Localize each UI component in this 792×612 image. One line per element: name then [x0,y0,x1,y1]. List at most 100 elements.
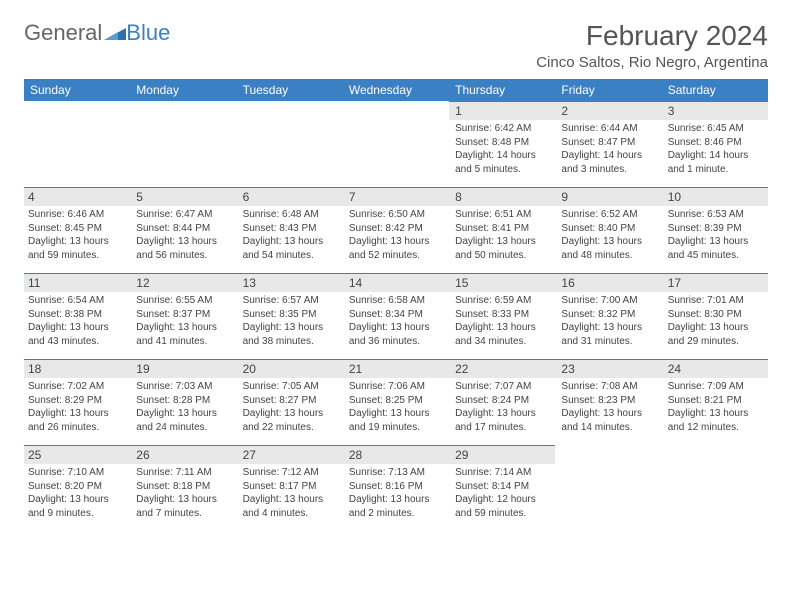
day-details: Sunrise: 6:52 AMSunset: 8:40 PMDaylight:… [555,206,661,266]
day-cell: 25Sunrise: 7:10 AMSunset: 8:20 PMDayligh… [24,445,130,531]
day-number: 19 [130,359,236,378]
day-number: 13 [237,273,343,292]
day-details: Sunrise: 6:44 AMSunset: 8:47 PMDaylight:… [555,120,661,180]
day-number: 9 [555,187,661,206]
day-cell [555,445,661,531]
logo-text-blue: Blue [126,20,170,46]
day-number: 24 [662,359,768,378]
dayname-sun: Sunday [24,79,130,101]
day-details: Sunrise: 7:14 AMSunset: 8:14 PMDaylight:… [449,464,555,524]
day-number: 12 [130,273,236,292]
day-details: Sunrise: 7:06 AMSunset: 8:25 PMDaylight:… [343,378,449,438]
week-row: 1Sunrise: 6:42 AMSunset: 8:48 PMDaylight… [24,101,768,187]
day-details: Sunrise: 7:03 AMSunset: 8:28 PMDaylight:… [130,378,236,438]
day-number: 27 [237,445,343,464]
day-details: Sunrise: 7:07 AMSunset: 8:24 PMDaylight:… [449,378,555,438]
day-cell: 12Sunrise: 6:55 AMSunset: 8:37 PMDayligh… [130,273,236,359]
day-cell: 29Sunrise: 7:14 AMSunset: 8:14 PMDayligh… [449,445,555,531]
location: Cinco Saltos, Rio Negro, Argentina [536,54,768,71]
day-number: 7 [343,187,449,206]
day-cell: 17Sunrise: 7:01 AMSunset: 8:30 PMDayligh… [662,273,768,359]
day-details: Sunrise: 7:10 AMSunset: 8:20 PMDaylight:… [24,464,130,524]
day-details: Sunrise: 6:57 AMSunset: 8:35 PMDaylight:… [237,292,343,352]
day-number: 14 [343,273,449,292]
day-number: 26 [130,445,236,464]
dayname-sat: Saturday [662,79,768,101]
day-details: Sunrise: 7:05 AMSunset: 8:27 PMDaylight:… [237,378,343,438]
day-details: Sunrise: 7:02 AMSunset: 8:29 PMDaylight:… [24,378,130,438]
day-number: 18 [24,359,130,378]
day-cell: 11Sunrise: 6:54 AMSunset: 8:38 PMDayligh… [24,273,130,359]
day-number: 21 [343,359,449,378]
day-details: Sunrise: 7:09 AMSunset: 8:21 PMDaylight:… [662,378,768,438]
day-number: 3 [662,101,768,120]
day-number: 15 [449,273,555,292]
day-cell: 28Sunrise: 7:13 AMSunset: 8:16 PMDayligh… [343,445,449,531]
day-cell: 8Sunrise: 6:51 AMSunset: 8:41 PMDaylight… [449,187,555,273]
day-cell: 10Sunrise: 6:53 AMSunset: 8:39 PMDayligh… [662,187,768,273]
dayname-tue: Tuesday [237,79,343,101]
day-cell: 7Sunrise: 6:50 AMSunset: 8:42 PMDaylight… [343,187,449,273]
day-details: Sunrise: 6:59 AMSunset: 8:33 PMDaylight:… [449,292,555,352]
day-details: Sunrise: 7:11 AMSunset: 8:18 PMDaylight:… [130,464,236,524]
day-cell: 23Sunrise: 7:08 AMSunset: 8:23 PMDayligh… [555,359,661,445]
day-number: 1 [449,101,555,120]
day-cell: 3Sunrise: 6:45 AMSunset: 8:46 PMDaylight… [662,101,768,187]
day-details: Sunrise: 6:54 AMSunset: 8:38 PMDaylight:… [24,292,130,352]
day-cell: 24Sunrise: 7:09 AMSunset: 8:21 PMDayligh… [662,359,768,445]
day-details: Sunrise: 6:45 AMSunset: 8:46 PMDaylight:… [662,120,768,180]
day-cell: 27Sunrise: 7:12 AMSunset: 8:17 PMDayligh… [237,445,343,531]
week-row: 25Sunrise: 7:10 AMSunset: 8:20 PMDayligh… [24,445,768,531]
week-row: 4Sunrise: 6:46 AMSunset: 8:45 PMDaylight… [24,187,768,273]
day-number: 4 [24,187,130,206]
day-cell [343,101,449,187]
day-details: Sunrise: 6:42 AMSunset: 8:48 PMDaylight:… [449,120,555,180]
week-row: 11Sunrise: 6:54 AMSunset: 8:38 PMDayligh… [24,273,768,359]
day-details: Sunrise: 7:01 AMSunset: 8:30 PMDaylight:… [662,292,768,352]
day-cell: 18Sunrise: 7:02 AMSunset: 8:29 PMDayligh… [24,359,130,445]
day-cell: 9Sunrise: 6:52 AMSunset: 8:40 PMDaylight… [555,187,661,273]
day-cell [130,101,236,187]
day-cell: 5Sunrise: 6:47 AMSunset: 8:44 PMDaylight… [130,187,236,273]
day-cell [662,445,768,531]
day-cell: 21Sunrise: 7:06 AMSunset: 8:25 PMDayligh… [343,359,449,445]
day-number: 10 [662,187,768,206]
calendar-table: Sunday Monday Tuesday Wednesday Thursday… [24,79,768,531]
day-number: 6 [237,187,343,206]
dayname-mon: Monday [130,79,236,101]
dayname-wed: Wednesday [343,79,449,101]
day-details: Sunrise: 6:53 AMSunset: 8:39 PMDaylight:… [662,206,768,266]
day-number: 20 [237,359,343,378]
day-details: Sunrise: 6:48 AMSunset: 8:43 PMDaylight:… [237,206,343,266]
day-cell: 26Sunrise: 7:11 AMSunset: 8:18 PMDayligh… [130,445,236,531]
day-cell: 6Sunrise: 6:48 AMSunset: 8:43 PMDaylight… [237,187,343,273]
day-cell: 4Sunrise: 6:46 AMSunset: 8:45 PMDaylight… [24,187,130,273]
day-number: 2 [555,101,661,120]
day-details: Sunrise: 6:55 AMSunset: 8:37 PMDaylight:… [130,292,236,352]
day-number: 29 [449,445,555,464]
day-cell: 22Sunrise: 7:07 AMSunset: 8:24 PMDayligh… [449,359,555,445]
day-number: 11 [24,273,130,292]
day-cell: 15Sunrise: 6:59 AMSunset: 8:33 PMDayligh… [449,273,555,359]
day-cell: 14Sunrise: 6:58 AMSunset: 8:34 PMDayligh… [343,273,449,359]
day-details: Sunrise: 7:13 AMSunset: 8:16 PMDaylight:… [343,464,449,524]
day-details: Sunrise: 6:47 AMSunset: 8:44 PMDaylight:… [130,206,236,266]
day-cell: 19Sunrise: 7:03 AMSunset: 8:28 PMDayligh… [130,359,236,445]
header: General Blue February 2024 Cinco Saltos,… [24,20,768,71]
day-number: 5 [130,187,236,206]
week-row: 18Sunrise: 7:02 AMSunset: 8:29 PMDayligh… [24,359,768,445]
title-block: February 2024 Cinco Saltos, Rio Negro, A… [536,20,768,71]
day-details: Sunrise: 6:46 AMSunset: 8:45 PMDaylight:… [24,206,130,266]
day-cell: 1Sunrise: 6:42 AMSunset: 8:48 PMDaylight… [449,101,555,187]
day-number: 25 [24,445,130,464]
logo: General Blue [24,20,170,46]
day-details: Sunrise: 6:58 AMSunset: 8:34 PMDaylight:… [343,292,449,352]
dayname-fri: Friday [555,79,661,101]
logo-text-general: General [24,20,102,46]
day-number: 17 [662,273,768,292]
dayname-row: Sunday Monday Tuesday Wednesday Thursday… [24,79,768,101]
day-cell: 2Sunrise: 6:44 AMSunset: 8:47 PMDaylight… [555,101,661,187]
day-details: Sunrise: 6:51 AMSunset: 8:41 PMDaylight:… [449,206,555,266]
day-cell [24,101,130,187]
logo-triangle-icon [104,20,126,46]
